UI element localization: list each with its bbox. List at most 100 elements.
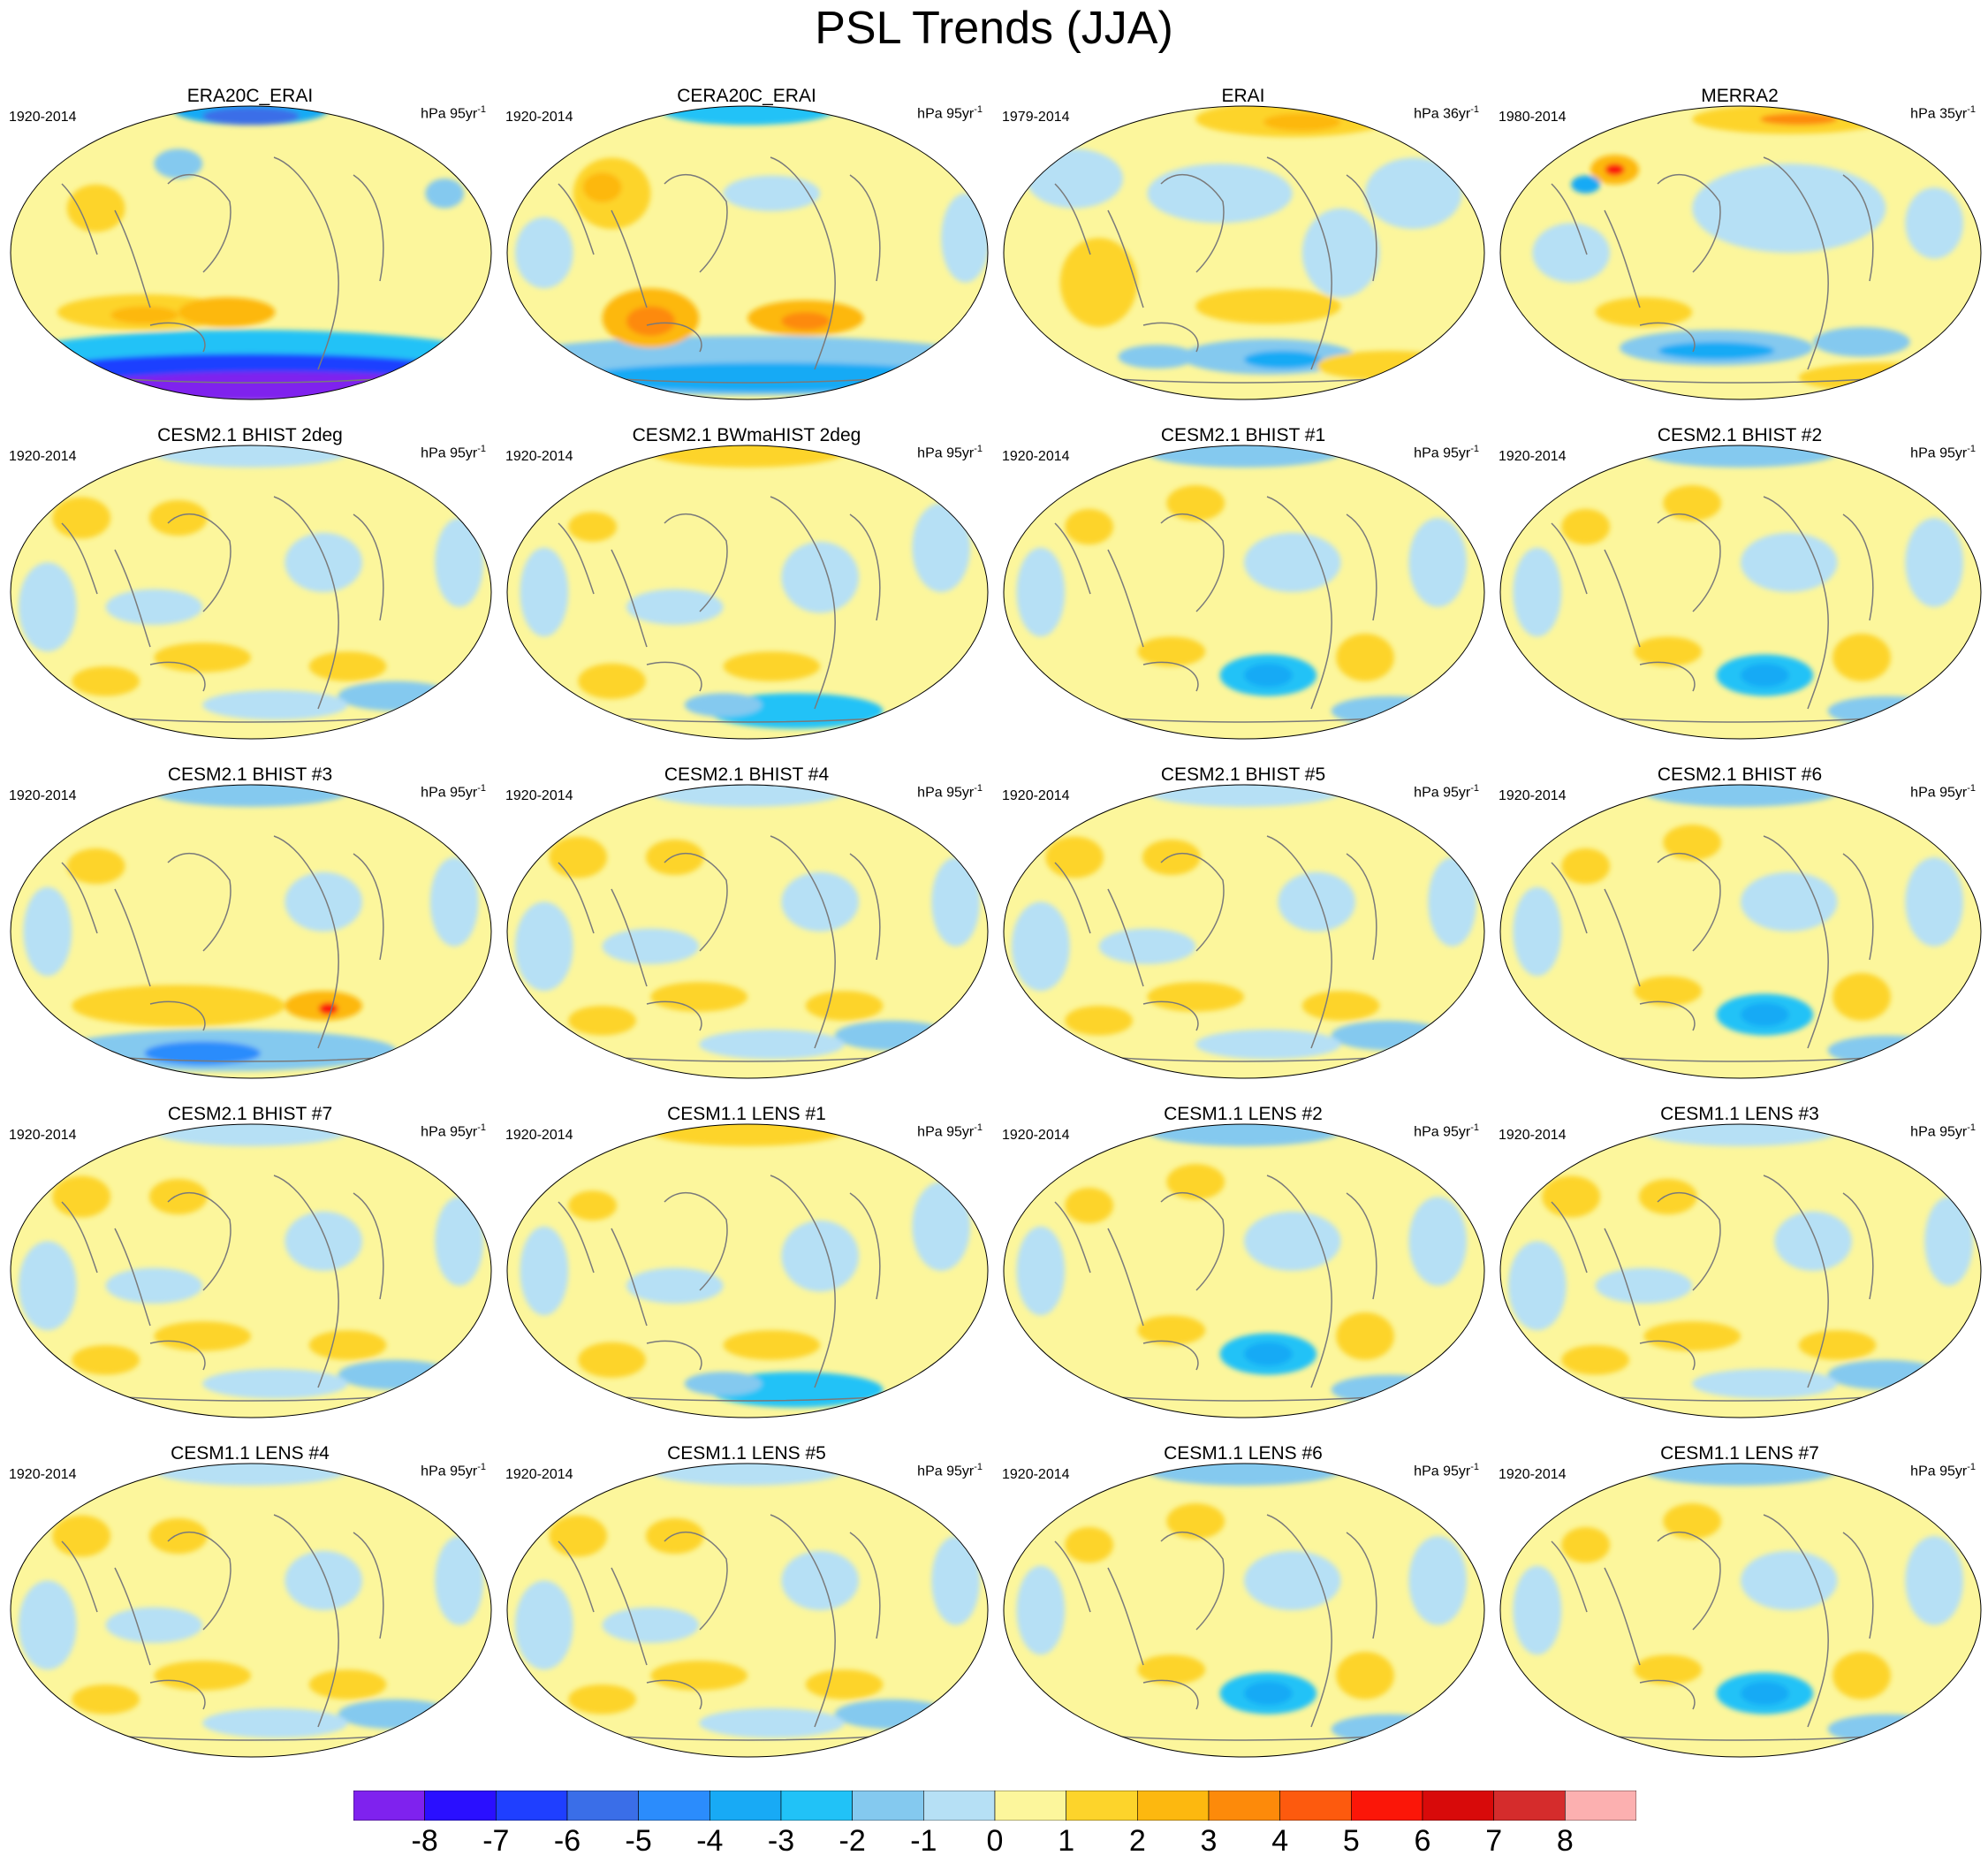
panel-period: 1920-2014	[9, 788, 77, 803]
contour-region	[1595, 297, 1693, 327]
map-panel: CESM2.1 BHIST 2deg 1920-2014 hPa 95yr-1	[2, 424, 498, 764]
figure-title: PSL Trends (JJA)	[815, 3, 1173, 54]
contour-region	[1905, 518, 1964, 607]
contour-region	[650, 1464, 845, 1486]
panel-unit: hPa 35yr-1	[1910, 104, 1976, 122]
contour-region	[1147, 1124, 1341, 1146]
panel-period: 1920-2014	[1499, 1128, 1567, 1143]
contour-region	[568, 1006, 636, 1036]
colorbar-label: 0	[986, 1824, 1004, 1858]
contour-region	[1663, 825, 1722, 861]
contour-region	[154, 148, 203, 179]
globe-outline	[506, 1123, 989, 1418]
contour-region	[285, 871, 363, 932]
contour-region	[1026, 148, 1123, 209]
map-globe	[10, 105, 492, 400]
globe-outline	[10, 784, 492, 1079]
contour-region	[154, 785, 348, 807]
colorbar-swatch	[353, 1791, 425, 1821]
contour-region	[1759, 113, 1838, 125]
colorbar-swatch	[709, 1791, 782, 1821]
contour-region	[338, 1359, 455, 1390]
panel-period: 1920-2014	[505, 788, 573, 803]
contour-region	[1643, 785, 1838, 807]
contour-region	[23, 886, 72, 977]
contour-region	[1663, 1503, 1722, 1540]
contour-region	[723, 175, 821, 211]
globe-outline	[1499, 1123, 1982, 1418]
map-panel: CESM1.1 LENS #6 1920-2014 hPa 95yr-1	[995, 1442, 1491, 1783]
globe-outline	[506, 445, 989, 740]
contour-region	[1147, 785, 1341, 807]
coastline	[1515, 156, 1968, 384]
panel-period: 1920-2014	[505, 110, 573, 125]
panel-title: CESM2.1 BHIST #5	[1160, 764, 1326, 785]
contour-region	[52, 497, 111, 539]
contour-region	[912, 1182, 971, 1271]
contour-region	[338, 681, 455, 711]
contour-region	[781, 312, 831, 331]
contour-region	[645, 1517, 704, 1555]
contour-region	[52, 1515, 111, 1557]
contour-region	[1634, 976, 1703, 1006]
contour-region	[1643, 1464, 1838, 1486]
globe-outline	[10, 105, 492, 400]
contour-region	[1244, 1550, 1341, 1610]
contour-region	[154, 1321, 251, 1351]
contour-region	[154, 1464, 348, 1486]
colorbar	[353, 1791, 1636, 1821]
contour-region	[1663, 485, 1722, 521]
map-globe	[10, 784, 492, 1079]
panel-unit: hPa 95yr-1	[1910, 783, 1976, 801]
panel-period: 1920-2014	[9, 449, 77, 464]
panel-unit: hPa 95yr-1	[1910, 1462, 1976, 1479]
contour-region	[1244, 350, 1322, 369]
panel-title: CESM1.1 LENS #5	[667, 1443, 826, 1464]
contour-region	[805, 991, 884, 1021]
contour-region	[72, 1345, 140, 1375]
panel-period: 1980-2014	[1499, 110, 1567, 125]
contour-region	[202, 107, 300, 125]
contour-region	[1147, 163, 1293, 224]
colorbar-label: -3	[767, 1824, 795, 1858]
colorbar-swatch	[1066, 1791, 1138, 1821]
contour-region	[781, 1220, 860, 1292]
panel-title: CESM2.1 BHIST #4	[664, 764, 830, 785]
contour-region	[1832, 634, 1891, 681]
contour-region	[520, 547, 569, 637]
contour-region	[1244, 532, 1341, 592]
contour-region	[1870, 371, 1920, 390]
contour-region	[1059, 238, 1138, 327]
contour-region	[650, 1124, 845, 1146]
colorbar-swatch	[994, 1791, 1066, 1821]
panel-unit: hPa 95yr-1	[1414, 1122, 1479, 1140]
contour-region	[1244, 1342, 1293, 1366]
contour-region	[626, 589, 724, 625]
contour-region	[1798, 362, 1974, 392]
contour-region	[1195, 1029, 1341, 1060]
contour-region	[154, 643, 251, 673]
contour-region	[805, 1669, 884, 1700]
contour-region	[1408, 1536, 1468, 1625]
map-globe	[10, 445, 492, 740]
contour-region	[1137, 1654, 1206, 1684]
colorbar-swatch	[1279, 1791, 1352, 1821]
contour-region	[1571, 175, 1601, 194]
colorbar-label: 5	[1342, 1824, 1360, 1858]
coastline	[1019, 1175, 1471, 1402]
contour-region	[105, 1607, 203, 1643]
panel-unit: hPa 95yr-1	[1414, 444, 1479, 461]
contour-region	[1561, 848, 1611, 885]
colorbar-swatch	[852, 1791, 924, 1821]
coastline	[26, 496, 478, 723]
contour-region	[1301, 991, 1380, 1021]
coastline	[26, 156, 478, 384]
coastline	[522, 156, 975, 384]
contour-region	[1316, 350, 1462, 381]
coastline	[26, 835, 478, 1062]
contour-region	[1166, 1164, 1225, 1200]
colorbar-swatch	[1493, 1791, 1566, 1821]
panel-unit: hPa 95yr-1	[917, 1122, 983, 1140]
contour-region	[1408, 518, 1468, 607]
contour-region	[626, 1267, 724, 1304]
